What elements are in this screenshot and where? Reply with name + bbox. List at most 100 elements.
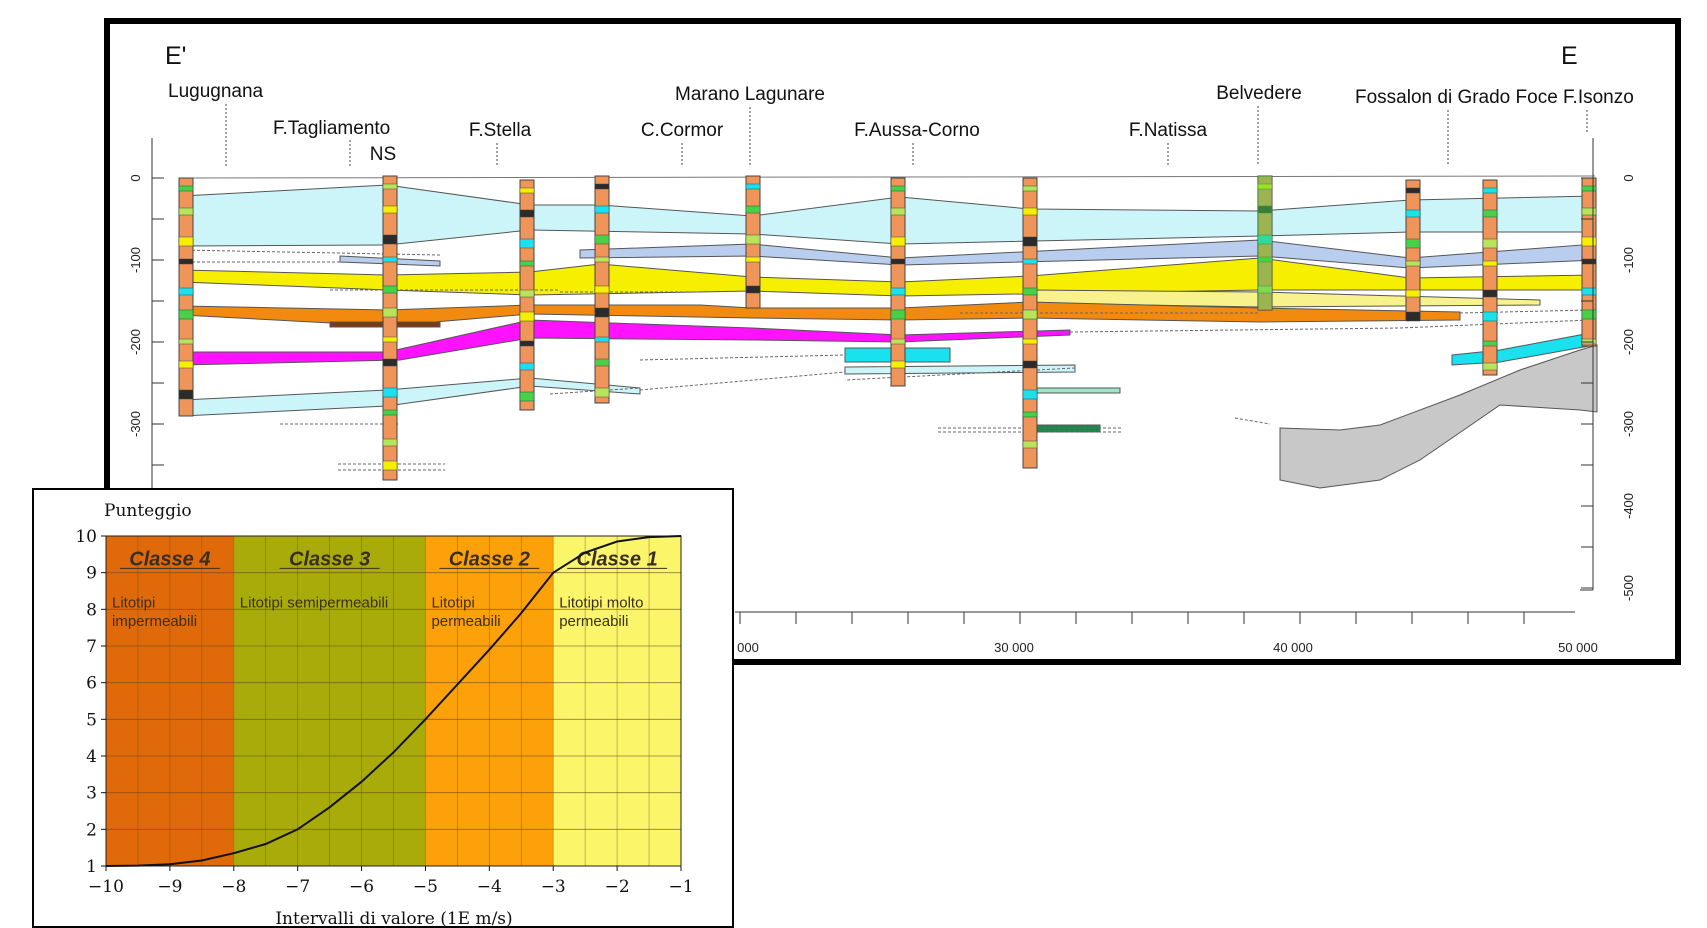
class-desc2-3: permeabili — [431, 613, 500, 630]
x-tick-label: −10 — [88, 877, 124, 897]
depth-label-right: -300 — [1621, 411, 1636, 437]
depth-label-right: -100 — [1621, 247, 1636, 273]
borehole-layer — [1022, 236, 1038, 247]
borehole-layer — [519, 209, 535, 218]
borehole-layer — [1482, 187, 1498, 194]
borehole-layer — [890, 360, 906, 369]
borehole-layer — [1405, 209, 1421, 218]
borehole-layer — [594, 183, 610, 190]
borehole-layer — [382, 358, 398, 367]
borehole-layer — [519, 391, 535, 402]
borehole-layer — [1022, 389, 1038, 400]
borehole-layer — [178, 185, 194, 192]
borehole-layer — [1405, 238, 1421, 249]
borehole-layer — [890, 258, 906, 265]
borehole-layer — [382, 336, 398, 343]
y-tick-label: 1 — [86, 857, 97, 877]
borehole-layer — [890, 207, 906, 216]
borehole — [1405, 179, 1421, 321]
borehole-layer — [1022, 440, 1038, 449]
location-label-natissa: F.Natissa — [1129, 120, 1208, 141]
x-axis-title: Intervalli di valore (1E m/s) — [275, 909, 512, 926]
borehole-layer — [594, 285, 610, 294]
permeability-chart: Classe 4 Litotipi impermeabili Classe 3 Lito… — [75, 501, 693, 926]
class-desc-3: Litotipi — [431, 595, 474, 612]
permeability-chart-panel: Classe 4 Litotipi impermeabili Classe 3 Lito… — [32, 488, 734, 928]
borehole-layer — [1482, 362, 1498, 371]
borehole-layer — [1405, 289, 1421, 298]
borehole-layer — [594, 336, 610, 343]
borehole-layer — [519, 187, 535, 194]
class-desc-2: Litotipi semipermeabili — [240, 595, 388, 612]
borehole-layer — [745, 234, 761, 245]
borehole-layer — [745, 183, 761, 190]
x-tick-label: −7 — [285, 877, 310, 897]
location-label-stella: F.Stella — [469, 120, 532, 141]
borehole-layer — [1022, 411, 1038, 418]
class-name-3: Classe 2 — [449, 548, 530, 570]
x-tick-label: −9 — [157, 877, 182, 897]
borehole-layer — [382, 409, 398, 416]
borehole-layer — [178, 236, 194, 247]
y-tick-label: 8 — [86, 600, 97, 620]
location-label-tagliamento: F.Tagliamento — [273, 118, 390, 139]
y-tick-label: 3 — [86, 784, 97, 804]
borehole-layer — [745, 256, 761, 263]
correlation-line — [1234, 417, 1271, 425]
correlation-line — [1069, 327, 1401, 333]
borehole-layer — [1022, 185, 1038, 192]
correlation-line — [844, 367, 1076, 381]
correlation-line — [639, 371, 846, 391]
y-tick-label: 6 — [86, 674, 97, 694]
borehole-layer — [1581, 309, 1597, 320]
borehole-layer — [594, 205, 610, 214]
borehole-layer — [382, 387, 398, 398]
location-label-aussa: F.Aussa-Corno — [854, 120, 980, 141]
borehole-layer — [890, 287, 906, 296]
borehole-layer — [382, 285, 398, 294]
y-tick-label: 9 — [86, 564, 97, 584]
location-label-marano: Marano Lagunare — [675, 84, 825, 105]
borehole-layer — [519, 311, 535, 322]
borehole-layer — [594, 234, 610, 245]
borehole-layer — [382, 234, 398, 245]
class-name-2: Classe 3 — [289, 548, 370, 570]
x-tick-label: −6 — [349, 877, 374, 897]
borehole-overlay — [1258, 176, 1272, 310]
borehole-layer — [519, 260, 535, 267]
depth-label-right: -500 — [1621, 575, 1636, 601]
borehole-layer — [178, 360, 194, 369]
location-label-cormor: C.Cormor — [641, 120, 724, 141]
y-tick-label: 5 — [86, 710, 97, 730]
borehole-layer — [890, 309, 906, 320]
class-desc2-1: impermeabili — [112, 613, 197, 630]
y-tick-label: 4 — [86, 747, 97, 767]
borehole-layer — [382, 438, 398, 447]
borehole-layer — [594, 358, 610, 367]
correlation-line — [1459, 309, 1591, 314]
ground-surface — [181, 175, 1596, 179]
borehole-layer — [178, 287, 194, 296]
depth-label-right: 0 — [1621, 174, 1636, 181]
plot-border — [105, 535, 682, 867]
bedrock — [1279, 344, 1598, 489]
borehole-layer — [890, 185, 906, 192]
aquifer-layer-a-deep — [181, 377, 641, 417]
borehole-layer — [1022, 338, 1038, 345]
borehole — [1022, 177, 1038, 469]
borehole-layer — [1022, 360, 1038, 369]
borehole-layer — [890, 236, 906, 247]
borehole-layer — [890, 338, 906, 345]
borehole-layer — [1022, 207, 1038, 216]
borehole-layer — [1022, 309, 1038, 320]
y-axis-title: Punteggio — [104, 501, 192, 521]
borehole-layer — [1022, 287, 1038, 296]
location-label-fossalon: Fossalon di Grado Foce F.Isonzo — [1355, 87, 1634, 108]
borehole-layer — [594, 256, 610, 263]
class-name-1: Classe 4 — [129, 548, 210, 570]
borehole-layer — [1405, 311, 1421, 322]
borehole — [382, 175, 398, 481]
depth-label-left: -200 — [128, 329, 143, 355]
borehole-layer — [1482, 238, 1498, 249]
borehole-layer — [178, 207, 194, 216]
